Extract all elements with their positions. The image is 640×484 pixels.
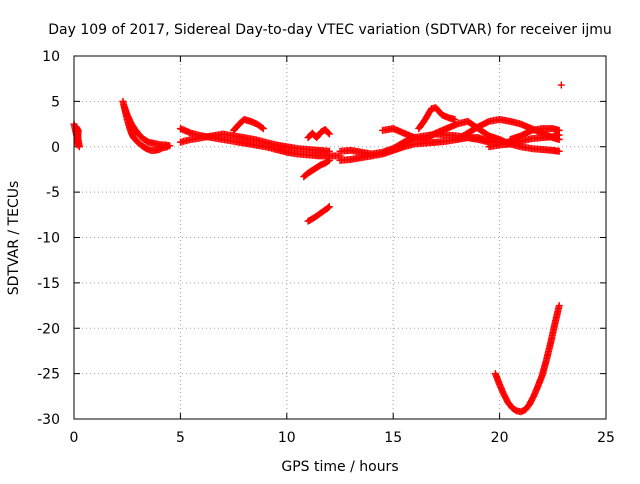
y-axis-label: SDTVAR / TECUs [6,181,22,296]
series-arc-3 [120,102,174,150]
y-tick-label: -30 [37,412,60,428]
series-arc-13 [415,104,459,133]
series-arc-17 [491,302,563,416]
y-tick-label: -25 [37,367,60,383]
series-arc-1 [70,120,83,151]
data-point [325,130,333,138]
series-arc-16 [506,125,563,143]
plot-frame [73,55,607,420]
y-tick-label: -5 [46,185,60,201]
x-axis-label: GPS time / hours [281,459,398,475]
x-tick-label: 20 [491,430,509,446]
series-arc-15 [485,131,563,151]
x-tick-label: 25 [597,430,615,446]
x-tick-label: 5 [176,430,185,446]
series-arc-5 [176,130,333,155]
series-arc-6 [230,116,267,134]
series-arc-18 [557,81,565,89]
data-point [73,141,81,149]
series-arc-8 [304,126,333,142]
data-point [325,147,333,155]
y-tick-label: 10 [42,49,60,65]
y-tick-label: -10 [37,231,60,247]
series-arc-7 [300,156,333,181]
data-point [555,126,563,134]
data-point [555,147,563,155]
x-tick-label: 0 [70,430,79,446]
y-tick-label: -20 [37,321,60,337]
data-marks [70,81,565,416]
chart-title: Day 109 of 2017, Sidereal Day-to-day VTE… [48,22,612,38]
data-point [166,142,174,150]
data-point [324,129,332,137]
data-point [555,302,563,310]
data-point [258,124,266,132]
x-tick-label: 10 [278,430,296,446]
series-arc-9 [304,203,333,225]
y-tick-label: 0 [51,140,60,156]
data-point [325,156,333,164]
axis-ticks: 0 5 10 15 20 25 10 5 0 -5 -10 -15 -20 -25 -30 [37,49,615,446]
data-point [557,81,565,89]
x-tick-label: 15 [384,430,402,446]
y-tick-label: -15 [37,276,60,292]
grid-lines [74,56,606,419]
data-point [324,204,332,212]
data-point [451,116,459,124]
y-tick-label: 5 [51,94,60,110]
data-point [259,125,267,133]
data-point [325,203,333,211]
